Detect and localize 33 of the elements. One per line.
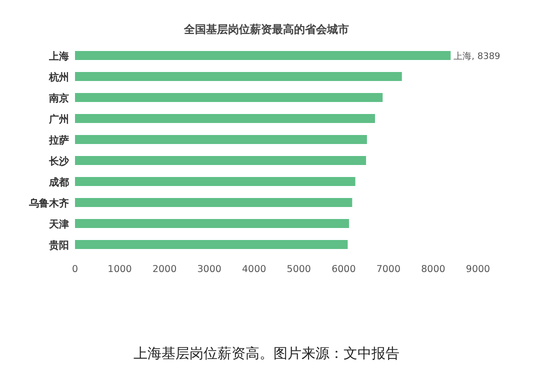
bar [75,114,376,123]
y-tick-label: 拉萨 [48,134,69,146]
y-tick-label: 贵阳 [48,240,69,252]
y-tick-label: 南京 [48,92,69,104]
text: 上海基层岗位薪资高。图片来源：文中报告 [134,346,400,362]
x-tick-label: 0 [72,264,78,275]
bar [75,219,350,228]
bar [75,240,348,249]
x-tick-label: 7000 [376,264,401,275]
bar [75,177,356,186]
y-tick-label: 成都 [48,176,69,188]
bar [75,51,451,60]
x-tick-label: 8000 [421,264,446,275]
bar [75,93,383,102]
x-tick-label: 1000 [108,264,132,275]
x-tick-label: 9000 [466,264,490,275]
y-tick-label: 广州 [48,114,69,126]
chart-title: 全国基层岗位薪资最高的省会城市 [183,23,349,36]
y-tick-label: 长沙 [48,156,70,168]
y-tick-label: 乌鲁木齐 [28,198,69,210]
x-tick-label: 5000 [286,264,311,275]
y-tick-label: 天津 [48,218,69,230]
y-tick-label: 杭州 [48,72,69,84]
bar [75,72,402,81]
x-tick-label: 2000 [152,264,177,275]
data-label: 上海, 8389 [454,51,501,62]
bar [75,156,366,165]
bar [75,198,352,207]
x-tick-label: 3000 [197,264,222,275]
y-tick-label: 上海 [48,50,69,62]
bar [75,135,367,144]
x-tick-label: 6000 [332,264,356,275]
x-tick-label: 4000 [242,264,266,275]
